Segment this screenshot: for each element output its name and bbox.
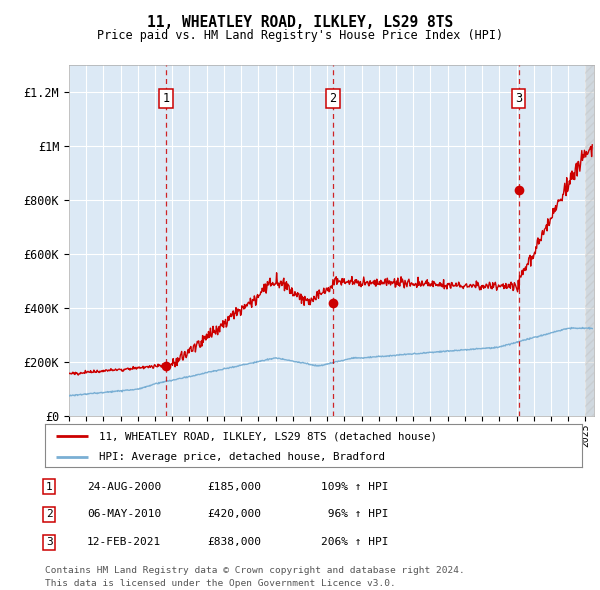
Text: 12-FEB-2021: 12-FEB-2021 bbox=[87, 537, 161, 547]
Text: 24-AUG-2000: 24-AUG-2000 bbox=[87, 482, 161, 491]
Text: 206% ↑ HPI: 206% ↑ HPI bbox=[321, 537, 389, 547]
Bar bbox=[586, 65, 594, 416]
Text: Price paid vs. HM Land Registry's House Price Index (HPI): Price paid vs. HM Land Registry's House … bbox=[97, 30, 503, 42]
Text: 3: 3 bbox=[46, 537, 53, 547]
Text: 1: 1 bbox=[163, 92, 170, 105]
Text: 2: 2 bbox=[329, 92, 337, 105]
Text: 2: 2 bbox=[46, 510, 53, 519]
Text: 96% ↑ HPI: 96% ↑ HPI bbox=[321, 510, 389, 519]
Text: 11, WHEATLEY ROAD, ILKLEY, LS29 8TS: 11, WHEATLEY ROAD, ILKLEY, LS29 8TS bbox=[147, 15, 453, 30]
Text: 11, WHEATLEY ROAD, ILKLEY, LS29 8TS (detached house): 11, WHEATLEY ROAD, ILKLEY, LS29 8TS (det… bbox=[98, 431, 437, 441]
Text: 109% ↑ HPI: 109% ↑ HPI bbox=[321, 482, 389, 491]
Text: 1: 1 bbox=[46, 482, 53, 491]
Text: 06-MAY-2010: 06-MAY-2010 bbox=[87, 510, 161, 519]
Text: Contains HM Land Registry data © Crown copyright and database right 2024.
This d: Contains HM Land Registry data © Crown c… bbox=[45, 566, 465, 588]
Text: £420,000: £420,000 bbox=[207, 510, 261, 519]
Text: £185,000: £185,000 bbox=[207, 482, 261, 491]
Text: 3: 3 bbox=[515, 92, 522, 105]
Text: HPI: Average price, detached house, Bradford: HPI: Average price, detached house, Brad… bbox=[98, 451, 385, 461]
Text: £838,000: £838,000 bbox=[207, 537, 261, 547]
